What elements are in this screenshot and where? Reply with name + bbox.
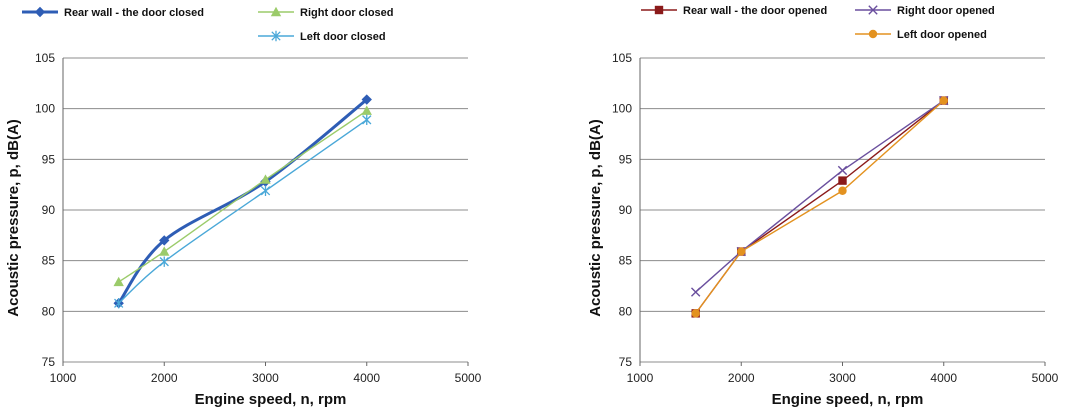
series-line (695, 99, 945, 293)
series-1 (113, 94, 372, 309)
x-axis-title: Engine speed, n, rpm (195, 391, 347, 408)
y-tick-label: 100 (612, 102, 632, 116)
legend-entry: Left door opened (855, 29, 987, 41)
series-line (118, 110, 368, 283)
y-axis-title: Acoustic pressure, p, dB(A) (5, 119, 22, 317)
data-point (159, 256, 169, 267)
x-tick-label: 5000 (455, 371, 482, 385)
data-point (260, 174, 271, 184)
y-tick-label: 80 (42, 304, 56, 318)
legend-marker (868, 29, 878, 39)
data-point (837, 165, 848, 176)
data-point (690, 287, 701, 297)
series-line (118, 119, 368, 304)
data-point (260, 185, 271, 196)
data-point (691, 309, 700, 318)
data-point (361, 105, 372, 115)
legend-entry: Right door opened (855, 5, 995, 17)
data-point (114, 298, 124, 309)
data-point (939, 96, 948, 105)
x-tick-label: 4000 (930, 371, 957, 385)
legend-label: Right door closed (300, 7, 394, 19)
x-tick-label: 3000 (829, 371, 856, 385)
legend-label: Rear wall - the door closed (64, 7, 204, 19)
legend-label: Left door opened (897, 29, 987, 41)
y-tick-label: 85 (619, 254, 633, 268)
y-axis-title: Acoustic pressure, p, dB(A) (587, 119, 604, 317)
data-point (361, 94, 372, 105)
y-tick-label: 95 (42, 152, 56, 166)
legend-entry: Rear wall - the door closed (22, 6, 204, 19)
y-tick-label: 85 (42, 254, 56, 268)
x-axis-title: Engine speed, n, rpm (772, 391, 924, 408)
data-point (362, 114, 372, 126)
chart-1: 75 80 85 90 95 100 105 1000 2000 3000 4000 5000 Engi… (5, 6, 482, 408)
y-tick-label: 95 (619, 152, 633, 166)
legend-entry: Left door closed (258, 30, 386, 43)
legend-label: Rear wall - the door opened (683, 5, 827, 17)
legend-label: Left door closed (300, 31, 386, 43)
y-tick-label: 75 (42, 355, 56, 369)
y-tick-label: 90 (42, 203, 56, 217)
x-tick-label: 1000 (50, 371, 77, 385)
legend-marker (868, 5, 878, 15)
data-point (737, 247, 746, 256)
data-point (159, 235, 170, 246)
y-tick-label: 105 (35, 51, 55, 65)
chart-2: 75 80 85 90 95 100 105 1000 2000 3000 4000 5000 Engi… (587, 5, 1059, 408)
series-3 (691, 96, 948, 318)
data-point (113, 276, 124, 287)
y-tick-label: 80 (619, 304, 633, 318)
x-tick-label: 4000 (353, 371, 380, 385)
series-line (695, 100, 945, 314)
y-tick-label: 75 (619, 355, 633, 369)
data-point (838, 176, 847, 185)
data-point (838, 186, 847, 195)
x-tick-label: 2000 (728, 371, 755, 385)
series-line (117, 98, 368, 305)
legend-marker (654, 5, 664, 15)
y-tick-label: 90 (619, 203, 633, 217)
legend-entry: Right door closed (258, 6, 394, 19)
x-tick-label: 3000 (252, 371, 279, 385)
x-tick-label: 1000 (627, 371, 654, 385)
x-tick-label: 2000 (151, 371, 178, 385)
x-tick-label: 5000 (1032, 371, 1059, 385)
series-line (695, 100, 945, 314)
legend-marker (34, 6, 46, 18)
legend-label: Right door opened (897, 5, 995, 17)
legend-marker (270, 6, 282, 17)
series-2 (113, 105, 372, 287)
legend-entry: Rear wall - the door opened (641, 5, 827, 17)
data-point (159, 246, 170, 256)
series-1 (691, 96, 948, 318)
y-tick-label: 100 (35, 102, 55, 116)
y-tick-label: 105 (612, 51, 632, 65)
series-3 (114, 114, 372, 309)
legend-marker (271, 30, 281, 42)
